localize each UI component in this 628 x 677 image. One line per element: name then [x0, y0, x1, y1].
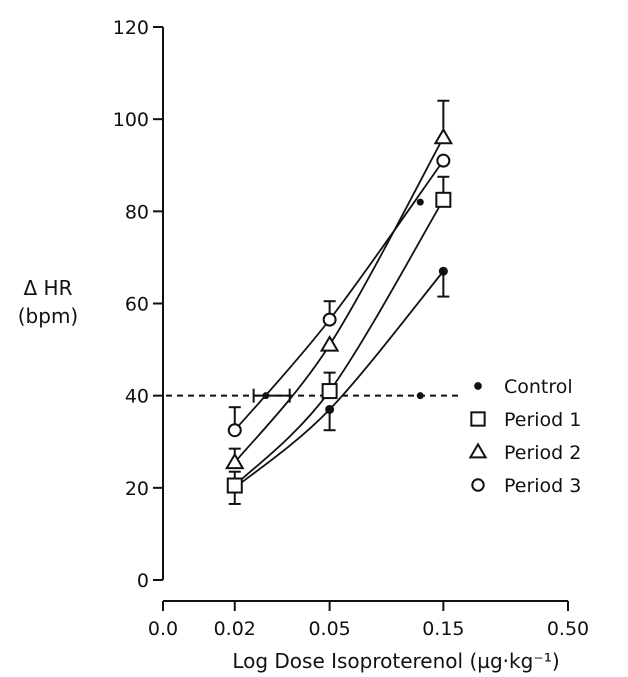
data-point-period-1 — [321, 383, 338, 400]
y-tick-label: 0 — [137, 570, 149, 592]
y-tick-label: 60 — [125, 294, 149, 316]
x-tick-label: 0.15 — [422, 618, 464, 640]
data-point-period-1 — [435, 191, 452, 208]
data-point-period-3 — [227, 423, 242, 438]
legend: Control Period 1 Period 2 Period 3 — [468, 376, 581, 497]
series-lines — [234, 137, 445, 489]
x-tick-label: 0.0 — [148, 618, 178, 640]
x-tick-label: 0.02 — [214, 618, 256, 640]
data-point-period-2 — [225, 452, 245, 470]
data-markers — [225, 127, 454, 494]
x-tick-label: 0.05 — [308, 618, 350, 640]
legend-marker-period-2 — [468, 442, 488, 459]
x-tick-label: 0.50 — [547, 618, 589, 640]
legend-marker-period-3 — [471, 478, 485, 492]
y-tick-label: 40 — [125, 386, 149, 408]
series-line-control — [234, 270, 445, 489]
ed40-point — [416, 392, 424, 400]
series-line-period-2 — [234, 137, 445, 464]
data-point-period-3 — [322, 312, 337, 327]
series-line-period-1 — [234, 199, 445, 487]
y-tick-label: 120 — [113, 17, 149, 39]
axes: 0 20 40 60 80 100 120 0.0 0.02 0.05 0.15 0.50 — [113, 17, 589, 640]
legend-marker-control — [474, 382, 482, 390]
data-point-period-1 — [226, 477, 243, 494]
data-point-period-2 — [433, 127, 454, 145]
y-tick-label: 80 — [125, 201, 149, 223]
data-point-period-3 — [436, 153, 451, 168]
data-point-control — [438, 266, 448, 276]
axis-titles: Δ HR (bpm) Log Dose Isoproterenol (µg·kg⁻¹… — [18, 276, 560, 673]
legend-label: Period 3 — [504, 475, 581, 497]
y-axis-title-line1: Δ HR — [24, 276, 73, 300]
x-axis-title: Log Dose Isoproterenol (µg·kg⁻¹) — [232, 649, 559, 673]
legend-label: Period 2 — [504, 442, 581, 464]
y-tick-label: 20 — [125, 478, 149, 500]
y-axis-title-line2: (bpm) — [18, 304, 78, 328]
legend-marker-period-1 — [470, 411, 486, 427]
legend-label: Control — [504, 376, 573, 398]
reference-line-group — [166, 388, 459, 403]
error-bars — [228, 99, 450, 505]
series-line-period-3 — [234, 160, 445, 431]
legend-label: Period 1 — [504, 409, 581, 431]
y-tick-label: 100 — [113, 109, 149, 131]
data-point-control — [325, 404, 335, 414]
data-point-period-2 — [319, 335, 340, 352]
extra-point — [416, 198, 424, 206]
